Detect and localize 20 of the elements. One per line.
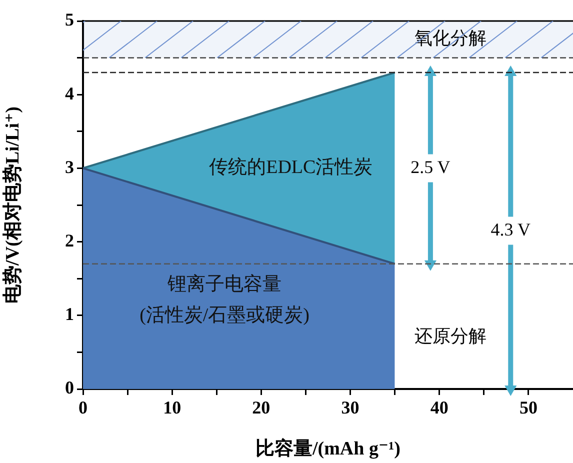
x-tick-label: 30 — [341, 397, 360, 418]
band-label: 氧化分解 — [414, 28, 486, 48]
x-axis-title: 比容量/(mAh g⁻¹) — [255, 438, 401, 460]
y-tick-label: 3 — [65, 156, 74, 177]
series-label: 4.3 V — [490, 219, 530, 240]
x-tick-label: 40 — [430, 397, 448, 418]
series-label: 传统的EDLC活性炭 — [209, 157, 373, 178]
y-tick-label: 1 — [65, 304, 74, 324]
x-tick-label: 0 — [78, 397, 88, 418]
y-tick-label: 2 — [65, 230, 74, 250]
series-label: 锂离子电容量 (活性炭/石墨或硬炭) — [140, 272, 310, 326]
y-tick-label: 0 — [65, 378, 74, 398]
x-tick-label: 50 — [519, 397, 538, 418]
series-label: 2.5 V — [410, 156, 450, 177]
x-tick-label: 20 — [252, 397, 270, 418]
annotation: 还原分解 — [414, 326, 486, 346]
y-tick-label: 4 — [65, 83, 74, 104]
x-tick-label: 10 — [163, 397, 182, 418]
y-axis-title: 电势/V(相对电势Li/Li⁺) — [1, 106, 24, 304]
y-tick-label: 5 — [65, 10, 74, 30]
